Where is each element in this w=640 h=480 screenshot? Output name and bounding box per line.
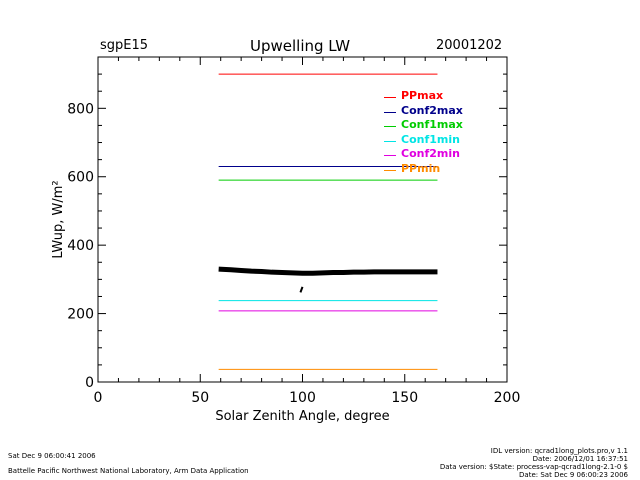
y-tick-label: 0 [85,375,94,391]
legend-label: Conf2max [401,103,463,117]
footer-idl-version: IDL version: qcrad1long_plots.pro,v 1.1 [490,447,628,455]
station-label: sgpE15 [100,38,149,53]
legend-swatch [384,170,396,171]
legend-label: Conf1max [401,118,463,132]
footer-organization: Battelle Pacific Northwest National Labo… [8,467,249,475]
y-tick-label: 400 [67,238,94,254]
legend-label: PPmax [401,89,444,102]
x-tick-label: 150 [391,390,418,406]
legend-label: Conf2min [401,147,460,161]
legend-swatch [384,97,396,98]
footer-data-version: Data version: $State: process-vap-qcrad1… [439,463,628,471]
x-tick-label: 100 [289,390,316,406]
footer-data-date: Date: Sat Dec 9 06:00:23 2006 [519,471,628,479]
legend-swatch [384,155,396,157]
legend-swatch [384,126,396,128]
y-tick-label: 800 [67,101,94,117]
legend-swatch [384,111,396,113]
date-label: 20001202 [436,38,503,53]
observed-outlier-mark [299,286,304,293]
legend-label: Conf1min [401,132,460,146]
legend-label: PPmin [401,162,441,175]
y-tick-label: 600 [67,170,94,186]
y-tick-label: 200 [67,307,94,323]
observed-lwup-trace [218,266,438,276]
chart-title: Upwelling LW [250,37,351,55]
x-tick-label: 50 [191,390,209,406]
footer-timestamp: Sat Dec 9 06:00:41 2006 [8,452,96,460]
legend-swatch [384,140,396,142]
x-tick-label: 200 [494,390,521,406]
x-tick-label: 0 [94,390,103,406]
x-axis-label: Solar Zenith Angle, degree [215,409,389,424]
footer-idl-date: Date: 2006/12/01 16:37:51 [532,455,628,463]
y-axis-label: LWup, W/m² [51,180,66,258]
